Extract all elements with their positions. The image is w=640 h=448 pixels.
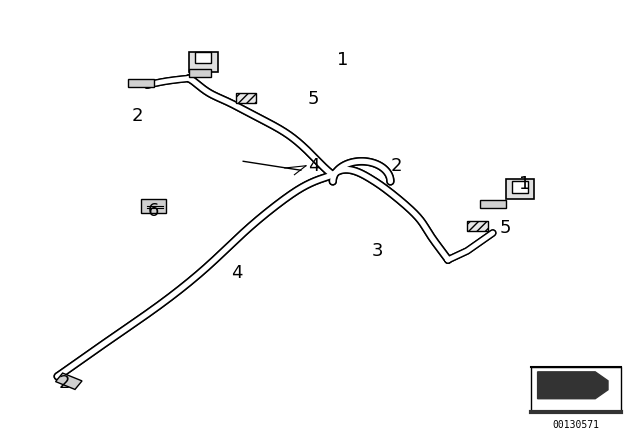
Bar	[506, 179, 534, 199]
Bar	[236, 93, 256, 103]
Text: 00130571: 00130571	[552, 420, 600, 430]
Text: 6: 6	[148, 202, 159, 220]
Text: 5: 5	[308, 90, 319, 108]
Text: 4: 4	[308, 157, 319, 175]
Text: 2: 2	[132, 108, 143, 125]
Text: 1: 1	[337, 52, 348, 69]
Bar	[56, 373, 82, 389]
Polygon shape	[538, 372, 608, 399]
Bar	[467, 221, 488, 231]
Text: 2: 2	[391, 157, 403, 175]
Bar	[189, 52, 218, 72]
Bar	[480, 200, 506, 208]
Bar	[236, 93, 256, 103]
Bar	[128, 79, 154, 87]
Bar	[531, 367, 621, 412]
Text: 2: 2	[58, 374, 70, 392]
Text: 4: 4	[231, 264, 243, 282]
Text: 5: 5	[500, 220, 511, 237]
Bar	[467, 221, 488, 231]
Bar	[195, 52, 211, 63]
Bar	[189, 69, 211, 77]
Bar	[512, 181, 528, 193]
Text: 1: 1	[519, 175, 531, 193]
Bar	[141, 199, 166, 213]
Text: 3: 3	[372, 242, 383, 260]
